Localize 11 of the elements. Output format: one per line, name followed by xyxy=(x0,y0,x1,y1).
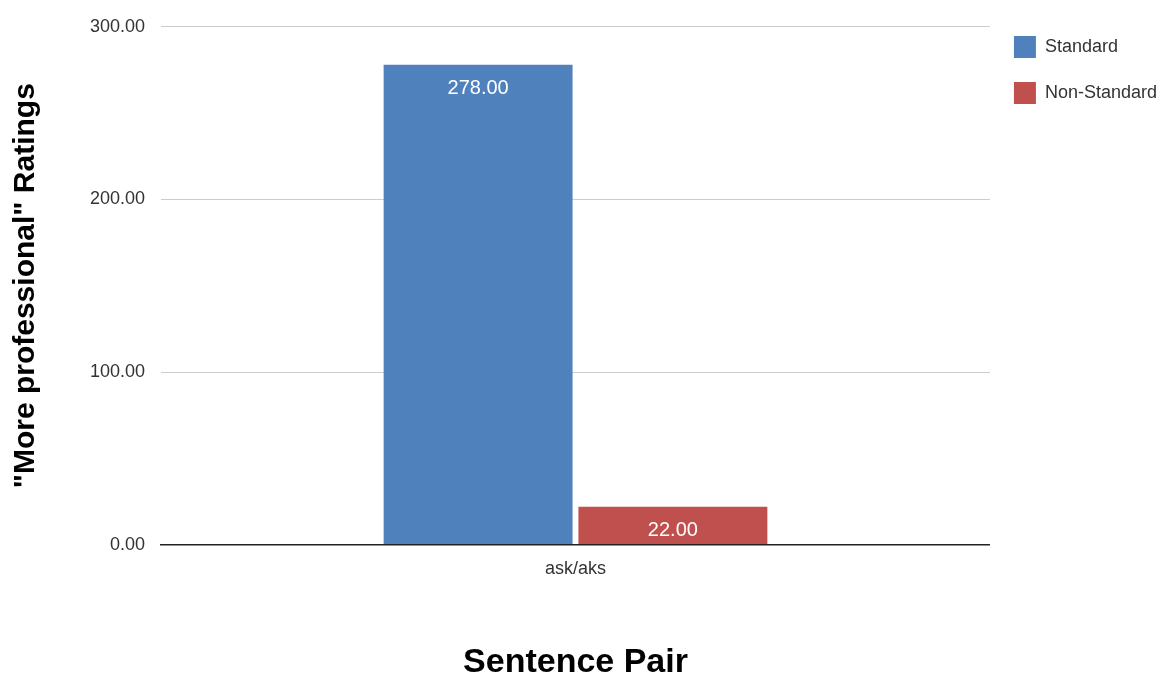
y-tick-label: 100.00 xyxy=(89,360,146,381)
data-label: 278.00 xyxy=(447,76,509,99)
y-axis-title: "More professional" Ratings xyxy=(7,83,41,489)
x-axis-title: Sentence Pair xyxy=(463,640,688,679)
data-label: 22.00 xyxy=(647,518,698,541)
y-tick-label: 0.00 xyxy=(110,533,146,554)
y-tick-label: 300.00 xyxy=(89,15,146,36)
x-tick-label: ask/aks xyxy=(544,558,607,579)
legend-label: Standard xyxy=(1044,35,1118,56)
legend-label: Non-Standard xyxy=(1044,81,1158,102)
y-tick-label: 200.00 xyxy=(89,188,146,209)
